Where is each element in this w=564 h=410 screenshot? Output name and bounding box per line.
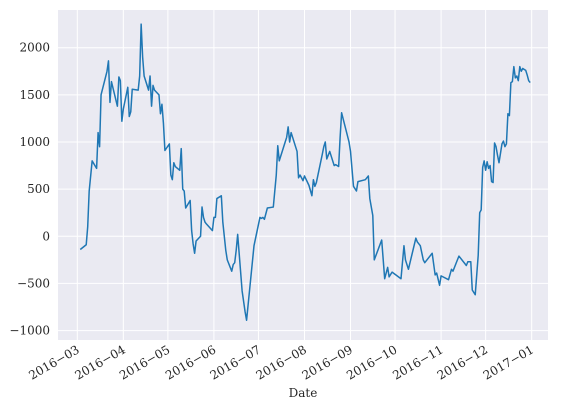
y-tick-label: −500 <box>17 276 50 290</box>
x-tick-label: 2016−05 <box>117 342 172 382</box>
data-line <box>79 23 531 321</box>
y-tick-label: 2000 <box>19 41 50 55</box>
x-tick-label: 2016−07 <box>208 342 263 382</box>
x-tick-label: 2016−03 <box>26 342 81 382</box>
x-tick-label: 2016−08 <box>254 342 309 382</box>
x-tick-label: 2017−01 <box>481 342 536 382</box>
x-tick-label: 2016−10 <box>344 342 399 382</box>
plot-background <box>58 10 548 340</box>
y-tick-label: 1000 <box>19 135 50 149</box>
y-tick-label: 0 <box>42 229 50 243</box>
y-tick-label: 1500 <box>19 88 50 102</box>
y-tick-label: 500 <box>27 182 50 196</box>
y-tick-label: −1000 <box>9 324 50 338</box>
x-axis-label: Date <box>289 386 318 400</box>
x-tick-label: 2016−12 <box>435 342 490 382</box>
